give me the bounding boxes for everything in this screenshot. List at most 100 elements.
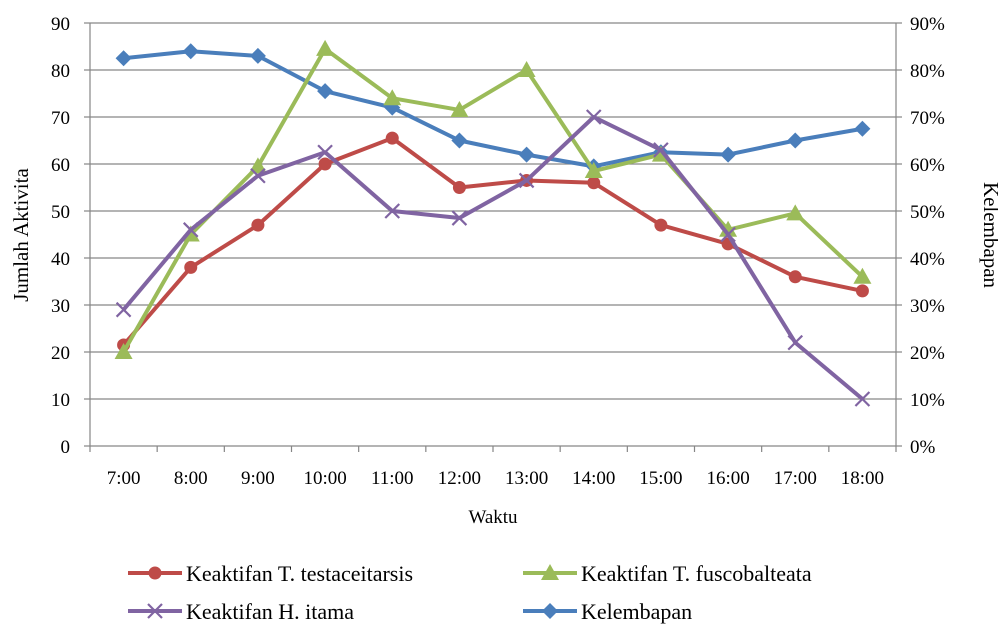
legend-marker: [541, 564, 559, 580]
y-right-tick-label: 90%: [910, 14, 945, 35]
series-lines: [114, 39, 872, 407]
legend-label: Keaktifan T. testaceitarsis: [186, 561, 413, 586]
data-point: [383, 89, 402, 106]
legend-marker: [542, 603, 558, 619]
series-keaktifan-h-itama: [115, 109, 871, 407]
x-tick-label: 12:00: [438, 468, 481, 489]
data-point: [115, 50, 132, 67]
series-line: [121, 46, 864, 353]
marker-stroke: [250, 167, 266, 184]
data-point: [720, 146, 737, 163]
data-point: [452, 181, 466, 194]
data-point: [786, 204, 805, 221]
marker-stroke: [653, 142, 669, 158]
y-left-tick-label: 50: [51, 202, 70, 223]
data-point: [248, 157, 267, 174]
marker-stroke: [317, 144, 333, 161]
legend-item: Keaktifan T. fuscobalteata: [523, 561, 812, 586]
data-point: [654, 218, 668, 232]
x-tick-label: 11:00: [371, 468, 414, 489]
x-tick-label: 14:00: [572, 468, 615, 489]
y-left-tick-label: 10: [51, 390, 70, 411]
y-right-tick-label: 0%: [910, 437, 936, 458]
series-line: [123, 49, 863, 169]
data-point: [250, 167, 266, 184]
data-point: [182, 43, 199, 60]
data-point: [385, 131, 399, 145]
data-point: [316, 39, 335, 56]
data-point: [585, 109, 602, 125]
data-point: [587, 176, 601, 190]
data-point: [451, 210, 468, 226]
data-point: [853, 267, 872, 284]
data-point: [518, 172, 535, 189]
y-right-tick-label: 20%: [910, 343, 945, 364]
x-tick-label: 7:00: [107, 468, 141, 489]
legend-item: Keaktifan H. itama: [128, 599, 354, 624]
legend-marker: [147, 603, 163, 619]
data-point: [451, 132, 468, 149]
data-point: [518, 146, 535, 163]
x-tick-label: 15:00: [639, 468, 682, 489]
y-right-tick-label: 80%: [910, 61, 945, 82]
series-line: [122, 115, 864, 401]
tick-labels: 0 0% 10 10% 20 20% 30 30% 40 40% 50 50% 60 60% 70 70% 80…: [51, 14, 945, 489]
data-point: [115, 301, 132, 318]
axes: [84, 22, 902, 452]
data-point: [787, 334, 804, 351]
x-tick-label: 8:00: [174, 468, 208, 489]
data-point: [182, 222, 199, 238]
data-point: [788, 270, 802, 284]
data-point: [450, 100, 469, 117]
y-axis-right-title: Kelembapan: [979, 182, 998, 289]
y-left-tick-label: 20: [51, 343, 70, 364]
x-tick-label: 9:00: [241, 468, 275, 489]
marker-stroke: [384, 203, 401, 219]
y-right-tick-label: 10%: [910, 390, 945, 411]
data-point: [653, 142, 669, 158]
y-axis-left-title: Jumlah Aktivita: [9, 168, 33, 302]
legend-marker: [148, 566, 162, 580]
data-point: [384, 203, 401, 219]
data-point: [249, 47, 266, 64]
x-tick-label: 17:00: [774, 468, 817, 489]
data-point: [787, 132, 804, 149]
data-point: [318, 157, 332, 171]
marker-stroke: [182, 222, 199, 238]
marker-stroke: [720, 226, 736, 243]
data-point: [855, 284, 869, 298]
data-point: [114, 343, 133, 359]
data-point: [251, 218, 265, 232]
legend-label: Keaktifan H. itama: [186, 599, 354, 624]
y-left-tick-label: 30: [51, 296, 70, 317]
data-point: [584, 162, 603, 179]
x-tick-label: 18:00: [841, 468, 884, 489]
y-left-tick-label: 80: [51, 61, 70, 82]
y-right-tick-label: 30%: [910, 296, 945, 317]
series-kelembapan: [115, 43, 871, 175]
data-point: [184, 260, 198, 274]
gridlines: [90, 22, 896, 400]
marker-stroke: [451, 210, 468, 226]
y-left-tick-label: 60: [51, 155, 70, 176]
x-axis-title: Waktu: [468, 507, 518, 528]
legend-item: Keaktifan T. testaceitarsis: [128, 561, 413, 586]
data-point: [854, 120, 871, 137]
y-right-tick-label: 50%: [910, 202, 945, 223]
y-right-tick-label: 40%: [910, 249, 945, 270]
x-tick-label: 16:00: [706, 468, 749, 489]
y-left-tick-label: 70: [51, 108, 70, 129]
y-right-tick-label: 60%: [910, 155, 945, 176]
marker-stroke: [787, 334, 804, 351]
marker-stroke: [854, 391, 871, 407]
data-point: [317, 144, 333, 161]
marker-stroke: [147, 603, 163, 619]
marker-stroke: [585, 109, 602, 125]
y-right-tick-label: 70%: [910, 108, 945, 129]
marker-stroke: [115, 301, 132, 318]
x-tick-label: 10:00: [303, 468, 346, 489]
data-point: [720, 226, 736, 243]
marker-stroke: [518, 172, 535, 189]
y-left-tick-label: 90: [51, 14, 70, 35]
x-tick-label: 13:00: [505, 468, 548, 489]
